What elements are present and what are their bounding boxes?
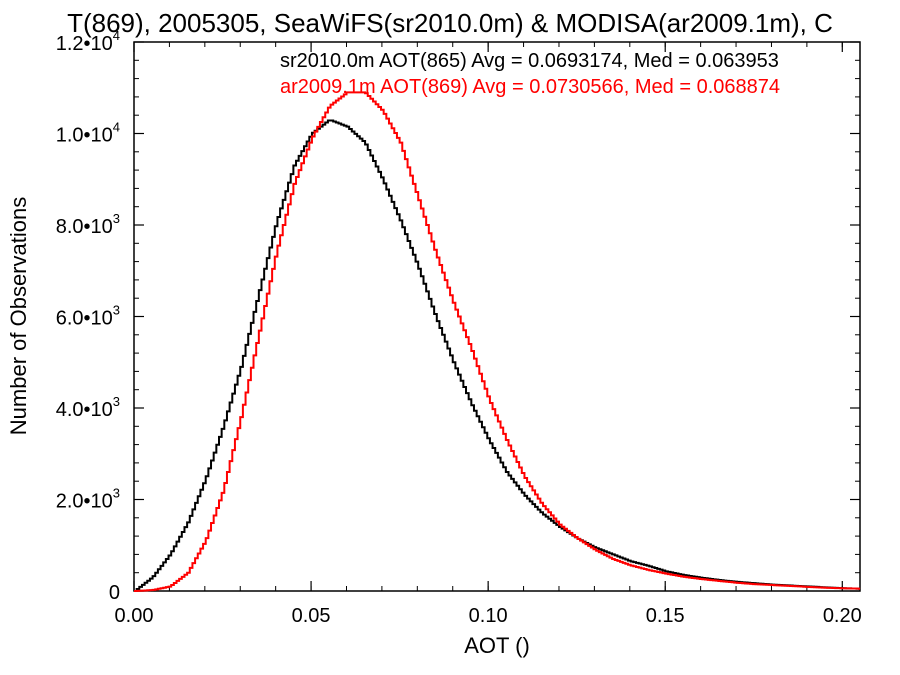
x-tick-label: 0.15 [646, 605, 685, 627]
legend-entry-0: sr2010.0m AOT(865) Avg = 0.0693174, Med … [280, 50, 779, 72]
x-axis-label: AOT () [464, 633, 530, 658]
x-tick-label: 0.10 [469, 605, 508, 627]
y-axis-ticks: 0 2.0•103 4.0•103 6.0•103 8.0•103 1.0•104 1.2•… [56, 28, 860, 604]
series-line-1 [134, 91, 861, 592]
y-tick-label: 4.0•103 [56, 394, 120, 421]
plot-frame [133, 41, 861, 592]
y-tick-label: 6.0•103 [56, 303, 120, 330]
x-tick-label: 0.05 [292, 605, 331, 627]
y-tick-exponent: 4 [113, 28, 120, 43]
y-tick-label: 0 [109, 582, 120, 604]
y-tick-exponent: 3 [113, 303, 120, 318]
x-axis-ticks: 0.00 0.05 0.10 0.15 0.20 [115, 42, 862, 627]
chart-title: T(869), 2005305, SeaWiFS(sr2010.0m) & MO… [67, 8, 833, 38]
y-axis-label: Number of Observations [6, 197, 31, 435]
series-lines [134, 91, 861, 592]
y-tick-label: 8.0•103 [56, 211, 120, 238]
x-tick-label: 0.00 [115, 605, 154, 627]
y-tick-exponent: 3 [113, 211, 120, 226]
legend: sr2010.0m AOT(865) Avg = 0.0693174, Med … [280, 50, 780, 98]
y-tick-exponent: 4 [113, 120, 120, 135]
series-line-0 [134, 119, 861, 592]
y-tick-exponent: 3 [113, 394, 120, 409]
y-tick-exponent: 3 [113, 486, 120, 501]
y-tick-label: 1.0•104 [56, 120, 120, 147]
legend-entry-1: ar2009.1m AOT(869) Avg = 0.0730566, Med … [280, 76, 780, 98]
y-tick-label: 1.2•104 [56, 28, 120, 55]
y-tick-label: 2.0•103 [56, 486, 120, 513]
x-tick-label: 0.20 [823, 605, 862, 627]
